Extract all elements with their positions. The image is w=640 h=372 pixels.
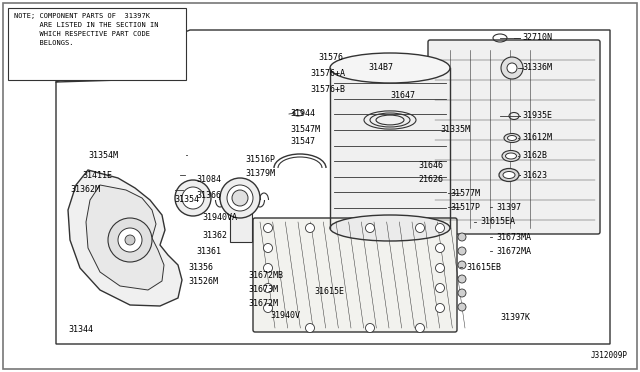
Text: 31577M: 31577M <box>450 189 480 198</box>
Text: 31397: 31397 <box>496 202 521 212</box>
Text: 31576+A: 31576+A <box>310 70 345 78</box>
Text: 31673MA: 31673MA <box>496 232 531 241</box>
Circle shape <box>264 283 273 292</box>
Text: 31362M: 31362M <box>70 186 100 195</box>
Ellipse shape <box>503 171 515 179</box>
Circle shape <box>415 324 424 333</box>
Bar <box>330 68 450 228</box>
Text: 3162B: 3162B <box>522 151 547 160</box>
Circle shape <box>435 283 445 292</box>
Text: 31344: 31344 <box>68 326 93 334</box>
Circle shape <box>305 224 314 232</box>
Text: 31379M: 31379M <box>245 170 275 179</box>
Circle shape <box>435 244 445 253</box>
Circle shape <box>458 233 466 241</box>
Circle shape <box>501 57 523 79</box>
Text: 31411E: 31411E <box>82 170 112 180</box>
Text: 31517P: 31517P <box>450 202 480 212</box>
Text: 21626: 21626 <box>418 176 443 185</box>
Polygon shape <box>86 185 164 290</box>
Text: 31672MB: 31672MB <box>248 272 283 280</box>
Ellipse shape <box>330 215 450 241</box>
Polygon shape <box>68 170 182 306</box>
Circle shape <box>365 324 374 333</box>
Text: 31361: 31361 <box>196 247 221 257</box>
Circle shape <box>435 263 445 273</box>
Circle shape <box>108 218 152 262</box>
Text: 32710N: 32710N <box>522 33 552 42</box>
Circle shape <box>264 244 273 253</box>
Circle shape <box>125 235 135 245</box>
Text: 31354: 31354 <box>174 196 199 205</box>
Text: 31576: 31576 <box>318 52 343 61</box>
Circle shape <box>264 304 273 312</box>
Text: 31940V: 31940V <box>270 311 300 321</box>
Text: 31084: 31084 <box>196 176 221 185</box>
Text: 31672MA: 31672MA <box>496 247 531 256</box>
Text: 31354M: 31354M <box>88 151 118 160</box>
Text: 31615E: 31615E <box>314 288 344 296</box>
Ellipse shape <box>502 151 520 161</box>
Text: 31672M: 31672M <box>248 299 278 308</box>
Text: 31366: 31366 <box>196 190 221 199</box>
Text: 31547: 31547 <box>290 138 315 147</box>
Circle shape <box>458 247 466 255</box>
Circle shape <box>227 185 253 211</box>
Text: 31397K: 31397K <box>500 314 530 323</box>
Ellipse shape <box>506 153 516 159</box>
Circle shape <box>435 224 445 232</box>
Circle shape <box>305 324 314 333</box>
Circle shape <box>415 224 424 232</box>
Text: 31547M: 31547M <box>290 125 320 134</box>
Ellipse shape <box>508 135 516 141</box>
Text: 31356: 31356 <box>188 263 213 273</box>
Circle shape <box>458 275 466 283</box>
Text: 31940VA: 31940VA <box>202 214 237 222</box>
FancyBboxPatch shape <box>428 40 600 234</box>
Bar <box>230 212 252 242</box>
Text: 31673M: 31673M <box>248 285 278 295</box>
Text: 314B7: 314B7 <box>368 64 393 73</box>
Text: NOTE; COMPONENT PARTS OF  31397K
      ARE LISTED IN THE SECTION IN
      WHICH : NOTE; COMPONENT PARTS OF 31397K ARE LIST… <box>14 13 159 46</box>
Bar <box>8 8 186 80</box>
Ellipse shape <box>499 169 519 182</box>
Text: 31576+B: 31576+B <box>310 86 345 94</box>
Ellipse shape <box>504 134 520 142</box>
Circle shape <box>458 289 466 297</box>
Text: 31944: 31944 <box>290 109 315 119</box>
Circle shape <box>365 224 374 232</box>
Text: 31362: 31362 <box>202 231 227 241</box>
Text: 31335M: 31335M <box>440 125 470 135</box>
Text: 31935E: 31935E <box>522 112 552 121</box>
Text: 31612M: 31612M <box>522 134 552 142</box>
Text: 31615EB: 31615EB <box>466 263 501 272</box>
Circle shape <box>458 261 466 269</box>
Text: 31647: 31647 <box>390 90 415 99</box>
Circle shape <box>264 224 273 232</box>
Circle shape <box>175 180 211 216</box>
Circle shape <box>458 303 466 311</box>
Text: 31646: 31646 <box>418 160 443 170</box>
Circle shape <box>118 228 142 252</box>
Circle shape <box>435 304 445 312</box>
Text: 31615EA: 31615EA <box>480 218 515 227</box>
Ellipse shape <box>330 53 450 83</box>
Circle shape <box>232 190 248 206</box>
Text: 31516P: 31516P <box>245 155 275 164</box>
FancyBboxPatch shape <box>253 218 457 332</box>
Text: J312009P: J312009P <box>591 351 628 360</box>
Circle shape <box>182 187 204 209</box>
Text: 31336M: 31336M <box>522 64 552 73</box>
Circle shape <box>507 63 517 73</box>
Text: 31526M: 31526M <box>188 276 218 285</box>
Text: 31623: 31623 <box>522 170 547 180</box>
Circle shape <box>220 178 260 218</box>
Circle shape <box>264 263 273 273</box>
